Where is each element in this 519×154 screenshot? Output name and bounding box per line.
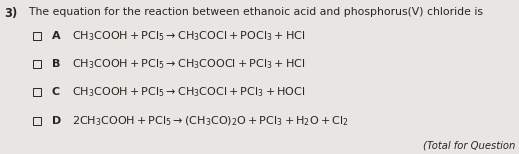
Text: $\mathrm{2CH_3COOH + PCl_5 \rightarrow (CH_3CO)_2O + PCl_3 + H_2O + Cl_2}$: $\mathrm{2CH_3COOH + PCl_5 \rightarrow (… <box>72 114 349 128</box>
Text: $\mathrm{CH_3COOH + PCl_5 \rightarrow CH_3COCl + PCl_3 + HOCl}$: $\mathrm{CH_3COOH + PCl_5 \rightarrow CH… <box>72 85 306 99</box>
Bar <box>33 32 41 40</box>
Text: C: C <box>52 87 60 97</box>
Text: A: A <box>52 31 61 41</box>
Bar <box>33 60 41 68</box>
Text: $\mathrm{CH_3COOH + PCl_5 \rightarrow CH_3COOCl + PCl_3 + HCl}$: $\mathrm{CH_3COOH + PCl_5 \rightarrow CH… <box>72 57 306 71</box>
Text: B: B <box>52 59 60 69</box>
Text: $\mathrm{CH_3COOH + PCl_5 \rightarrow CH_3COCl + POCl_3 + HCl}$: $\mathrm{CH_3COOH + PCl_5 \rightarrow CH… <box>72 29 306 43</box>
Bar <box>33 117 41 125</box>
Text: (Total for Question: (Total for Question <box>422 141 515 151</box>
Text: 3): 3) <box>4 7 17 20</box>
Bar <box>33 88 41 96</box>
Text: D: D <box>52 116 61 126</box>
Text: The equation for the reaction between ethanoic acid and phosphorus(V) chloride i: The equation for the reaction between et… <box>22 7 483 17</box>
